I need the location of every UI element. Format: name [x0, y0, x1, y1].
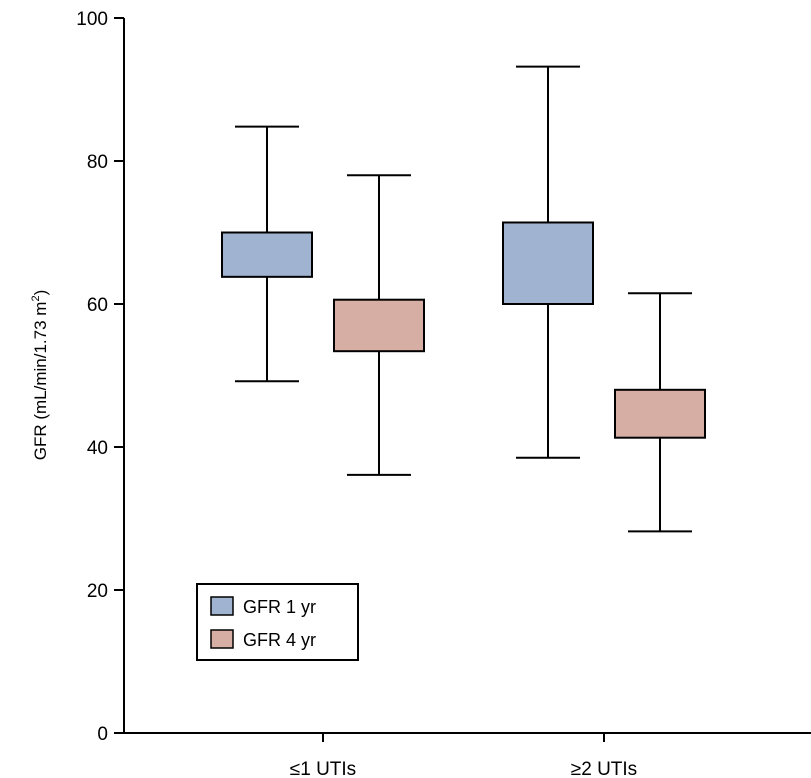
y-axis-title-superscript: 2 [30, 295, 42, 301]
legend-label: GFR 1 yr [243, 597, 316, 617]
iqr-box [614, 388, 706, 439]
y-tick-label: 40 [87, 438, 108, 459]
x-category-label: ≥2 UTIs [571, 759, 637, 778]
box-whisker [333, 174, 425, 476]
box-whisker [221, 125, 313, 383]
y-tick-label: 80 [87, 152, 108, 173]
box-whisker [614, 292, 706, 533]
legend: GFR 1 yr GFR 4 yr [196, 583, 359, 661]
legend-label: GFR 4 yr [243, 630, 316, 650]
box-whisker [502, 65, 594, 459]
legend-swatch [210, 629, 234, 649]
iqr-box [502, 221, 594, 306]
y-axis-title: GFR (mL/min/1.73 m2) [30, 290, 50, 461]
iqr-box [333, 298, 425, 353]
axes [123, 18, 811, 734]
y-tick-label: 60 [87, 295, 108, 316]
iqr-box [221, 231, 313, 278]
y-tick-label: 0 [97, 724, 108, 745]
x-ticks: ≤1 UTIs ≥2 UTIs [290, 733, 637, 778]
legend-swatch [210, 596, 234, 616]
y-ticks: 0 20 40 60 80 100 [76, 9, 124, 745]
box-group [221, 65, 706, 533]
y-tick-label: 20 [87, 581, 108, 602]
x-category-label: ≤1 UTIs [290, 759, 356, 778]
y-axis-title-main: GFR (mL/min/1.73 m [31, 302, 50, 461]
y-tick-label: 100 [76, 9, 108, 30]
y-axis-title-end: ) [31, 290, 50, 296]
